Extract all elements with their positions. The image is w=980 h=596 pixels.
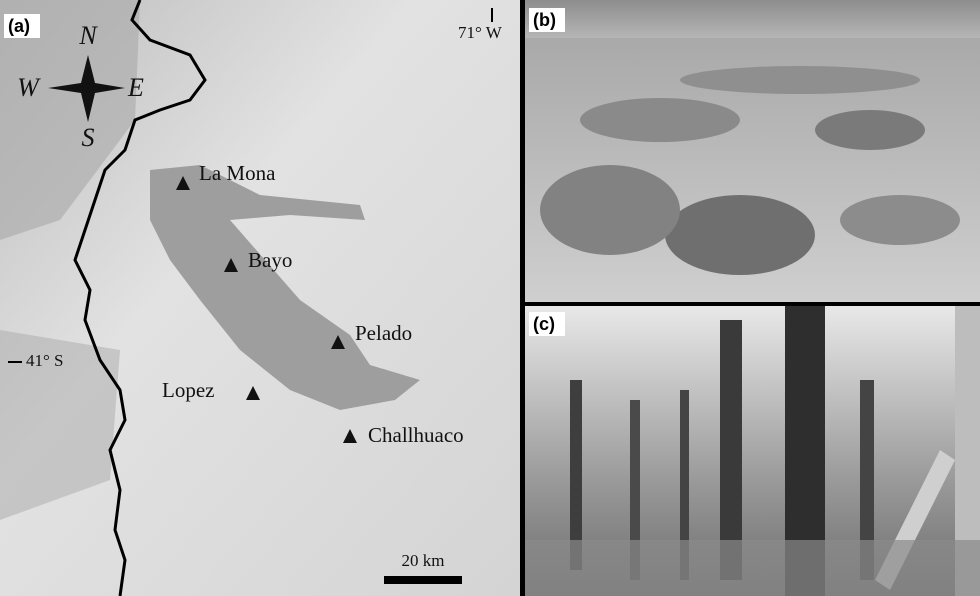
panel-label: (a): [8, 16, 30, 36]
site-label: La Mona: [199, 161, 276, 185]
scale-bar: [384, 576, 462, 584]
shrub: [840, 195, 960, 245]
latitude-label: 41° S: [26, 351, 64, 370]
shrub: [665, 195, 815, 275]
site-label: Pelado: [355, 321, 412, 345]
shrub: [540, 165, 680, 255]
undergrowth: [525, 540, 980, 596]
map-panel: N S W E 71° W 41° S La Mona Bayo Pelado …: [0, 0, 520, 596]
compass-west: W: [17, 73, 41, 102]
sky: [525, 0, 980, 40]
site-label: Bayo: [248, 248, 292, 272]
divider: [525, 302, 980, 306]
shrub: [815, 110, 925, 150]
compass-south: S: [82, 123, 95, 152]
divider: [520, 0, 525, 596]
panel-label: (c): [533, 314, 555, 334]
scale-bar-label: 20 km: [402, 551, 445, 570]
figure: N S W E 71° W 41° S La Mona Bayo Pelado …: [0, 0, 980, 596]
panel-label: (b): [533, 10, 556, 30]
compass-east: E: [127, 73, 144, 102]
photo-b: (b): [525, 0, 980, 302]
longitude-label: 71° W: [458, 23, 503, 42]
shrub: [680, 66, 920, 94]
site-label: Lopez: [162, 378, 214, 402]
compass-north: N: [78, 21, 98, 50]
site-label: Challhuaco: [368, 423, 464, 447]
photo-c: (c): [525, 306, 980, 596]
shrub: [580, 98, 740, 142]
